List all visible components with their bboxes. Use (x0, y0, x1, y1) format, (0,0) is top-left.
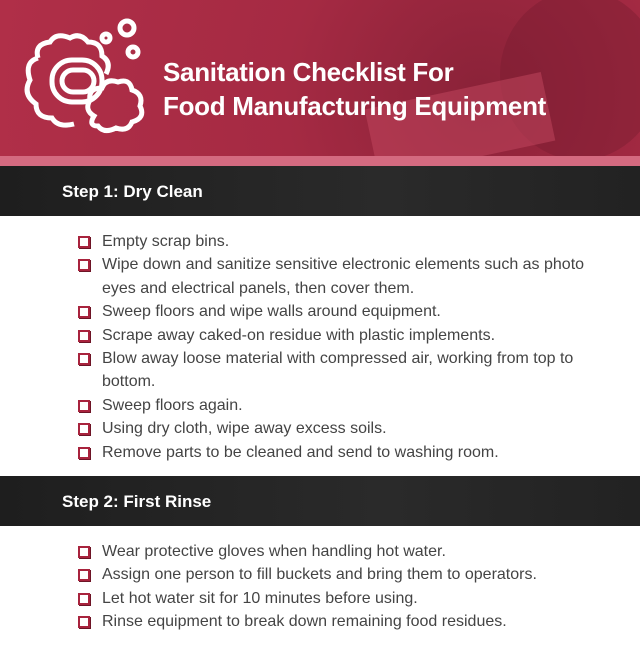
item-text: Sweep floors again. (102, 396, 243, 414)
soap-bubbles-icon (24, 18, 145, 134)
checklist-item: Blow away loose material with compressed… (78, 347, 600, 394)
checkbox-icon[interactable] (78, 353, 90, 366)
item-text: Let hot water sit for 10 minutes before … (102, 589, 418, 607)
title-line-2: Food Manufacturing Equipment (163, 91, 547, 121)
checkbox-icon[interactable] (78, 236, 90, 248)
checkbox-icon[interactable] (78, 423, 90, 436)
item-text: Scrape away caked-on residue with plasti… (102, 326, 496, 344)
item-text: Assign one person to fill buckets and br… (102, 566, 537, 584)
item-text: Remove parts to be cleaned and send to w… (102, 443, 499, 461)
header-banner: Sanitation Checklist For Food Manufactur… (0, 0, 640, 156)
item-text: Sweep floors and wipe walls around equip… (102, 303, 441, 321)
item-text: Wipe down and sanitize sensitive electro… (102, 256, 585, 297)
checklist-item: Assign one person to fill buckets and br… (78, 563, 600, 586)
step-1-header: Step 1: Dry Clean (0, 166, 640, 216)
checklist-item: Remove parts to be cleaned and send to w… (78, 441, 600, 464)
step-2-checklist: Wear protective gloves when handling hot… (0, 526, 640, 646)
checklist-item: Rinse equipment to break down remaining … (78, 610, 600, 633)
item-text: Wear protective gloves when handling hot… (102, 543, 446, 561)
checklist-item: Using dry cloth, wipe away excess soils. (78, 417, 600, 440)
item-text: Using dry cloth, wipe away excess soils. (102, 420, 387, 438)
checkbox-icon[interactable] (78, 306, 90, 319)
checkbox-icon[interactable] (78, 446, 90, 459)
checklist-item: Let hot water sit for 10 minutes before … (78, 587, 600, 610)
item-text: Empty scrap bins. (102, 233, 230, 250)
checklist-item: Sweep floors again. (78, 394, 600, 417)
checkbox-icon[interactable] (78, 399, 90, 412)
checklist-item: Empty scrap bins. (78, 230, 600, 253)
checklist-item: Sweep floors and wipe walls around equip… (78, 300, 600, 323)
item-text: Rinse equipment to break down remaining … (102, 613, 507, 631)
checkbox-icon[interactable] (78, 259, 90, 272)
step-1-checklist: Empty scrap bins. Wipe down and sanitize… (0, 216, 640, 476)
checkbox-icon[interactable] (78, 329, 90, 342)
checkbox-icon[interactable] (78, 546, 90, 559)
checkbox-icon[interactable] (78, 616, 90, 629)
checkbox-icon[interactable] (78, 592, 90, 605)
checklist-item: Wipe down and sanitize sensitive electro… (78, 253, 600, 300)
checklist-item: Wear protective gloves when handling hot… (78, 540, 600, 563)
checklist-item: Scrape away caked-on residue with plasti… (78, 324, 600, 347)
item-text: Blow away loose material with compressed… (102, 350, 574, 391)
checkbox-icon[interactable] (78, 569, 90, 582)
title-line-1: Sanitation Checklist For (163, 57, 454, 87)
accent-strip (0, 156, 640, 166)
step-2-header: Step 2: First Rinse (0, 476, 640, 527)
page-title: Sanitation Checklist For Food Manufactur… (163, 55, 546, 123)
